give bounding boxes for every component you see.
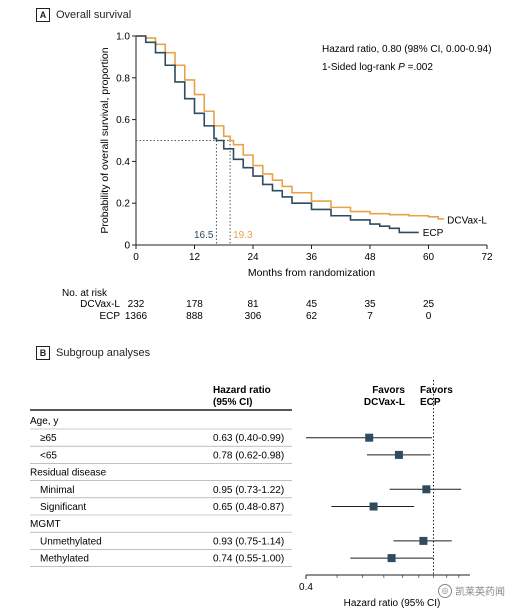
- wechat-icon: ◎: [438, 583, 452, 598]
- watermark: ◎ 凯莱英药闻: [438, 583, 505, 598]
- panel-a-letter: A: [36, 8, 50, 22]
- hr-ci-text: 0.78 (0.62-0.98): [213, 450, 284, 461]
- logrank-p: P: [398, 62, 405, 73]
- subgroup-label: ≥65: [40, 433, 57, 444]
- x-tick-label: 48: [364, 252, 376, 263]
- at-risk-value: 81: [247, 299, 259, 310]
- hr-marker: [387, 554, 396, 563]
- hr-marker: [369, 502, 378, 511]
- y-tick-label: 0: [124, 241, 130, 252]
- subgroup-label: Significant: [40, 502, 86, 513]
- survival-plot: 0 0.2 0.4 0.6 0.8 1.0 0 12 24 36 48 60 72 Months from…: [99, 32, 493, 280]
- at-risk-value: 178: [186, 299, 203, 310]
- x-axis-title: Months from randomization: [248, 267, 375, 279]
- series-line-ecp: [136, 35, 419, 234]
- at-risk-title: No. at risk: [62, 288, 108, 299]
- at-risk-value: 0: [426, 311, 432, 322]
- hazard-ratio-annotation: Hazard ratio, 0.80 (98% CI, 0.00-0.94): [322, 44, 492, 55]
- at-risk-row-label: ECP: [99, 311, 120, 322]
- y-tick-label: 0.2: [116, 199, 130, 210]
- hr-marker: [394, 450, 403, 459]
- column-header-ci: (95% CI): [213, 397, 252, 408]
- at-risk-value: 232: [128, 299, 145, 310]
- panel-b-header: B Subgroup analyses: [36, 346, 150, 360]
- y-tick-label: 1.0: [116, 32, 130, 43]
- subgroup-heading: MGMT: [30, 519, 61, 530]
- logrank-suffix: =.002: [405, 62, 434, 73]
- panel-a-header: A Overall survival: [36, 8, 131, 22]
- watermark-text: 凯莱英药闻: [455, 587, 505, 598]
- y-tick-label: 0.6: [116, 115, 130, 126]
- forest-plot: Hazard ratio(95% CI)FavorsDCVax-LFavorsE…: [30, 380, 470, 609]
- logrank-prefix: 1-Sided log-rank: [322, 62, 398, 73]
- hr-ci-text: 0.74 (0.55-1.00): [213, 554, 284, 565]
- panel-a-title: Overall survival: [56, 9, 132, 21]
- column-header-hr: Hazard ratio: [213, 385, 271, 396]
- hr-ci-text: 0.63 (0.40-0.99): [213, 433, 284, 444]
- hr-marker: [422, 485, 431, 494]
- forest-x-tick-label: 0.4: [299, 582, 313, 593]
- hr-marker: [419, 536, 428, 545]
- forest-x-axis-title: Hazard ratio (95% CI): [344, 598, 441, 609]
- subgroup-heading: Residual disease: [30, 468, 107, 479]
- subgroup-heading: Age, y: [30, 416, 58, 427]
- logrank-annotation: 1-Sided log-rank P =.002: [322, 62, 433, 73]
- y-tick-label: 0.4: [116, 157, 130, 168]
- x-tick-label: 0: [133, 252, 139, 263]
- y-tick-label: 0.8: [116, 73, 130, 84]
- hr-marker: [365, 433, 374, 442]
- at-risk-value: 62: [306, 311, 318, 322]
- hr-ci-text: 0.95 (0.73-1.22): [213, 485, 284, 496]
- panel-b-title: Subgroup analyses: [56, 347, 151, 359]
- hr-ci-text: 0.65 (0.48-0.87): [213, 502, 284, 513]
- median-dcvax-label: 19.3: [233, 230, 253, 241]
- at-risk-value: 25: [423, 299, 435, 310]
- x-tick-label: 72: [481, 252, 493, 263]
- subgroup-label: Methylated: [40, 554, 89, 565]
- at-risk-value: 1366: [125, 311, 148, 322]
- favors-right-line2: ECP: [420, 397, 441, 408]
- y-axis-title: Probability of overall survival, proport…: [99, 47, 111, 233]
- favors-left-line1: Favors: [372, 385, 405, 396]
- at-risk-value: 306: [245, 311, 262, 322]
- series-label-ecp: ECP: [423, 228, 444, 239]
- x-tick-label: 24: [247, 252, 259, 263]
- favors-left-line2: DCVax-L: [364, 397, 405, 408]
- favors-right-line1: Favors: [420, 385, 453, 396]
- at-risk-value: 7: [367, 311, 373, 322]
- hr-ci-text: 0.93 (0.75-1.14): [213, 536, 284, 547]
- x-tick-label: 60: [423, 252, 435, 263]
- at-risk-value: 888: [186, 311, 203, 322]
- at-risk-row-label: DCVax-L: [80, 299, 120, 310]
- series-label-dcvax-l: DCVax-L: [447, 215, 487, 226]
- subgroup-label: <65: [40, 450, 57, 461]
- subgroup-label: Minimal: [40, 485, 74, 496]
- median-ecp-label: 16.5: [194, 230, 214, 241]
- x-tick-label: 36: [306, 252, 318, 263]
- at-risk-value: 35: [364, 299, 376, 310]
- series-line-dcvax-l: [136, 35, 444, 220]
- at-risk-value: 45: [306, 299, 318, 310]
- x-tick-label: 12: [189, 252, 201, 263]
- subgroup-label: Unmethylated: [40, 536, 102, 547]
- panel-b-letter: B: [36, 346, 50, 360]
